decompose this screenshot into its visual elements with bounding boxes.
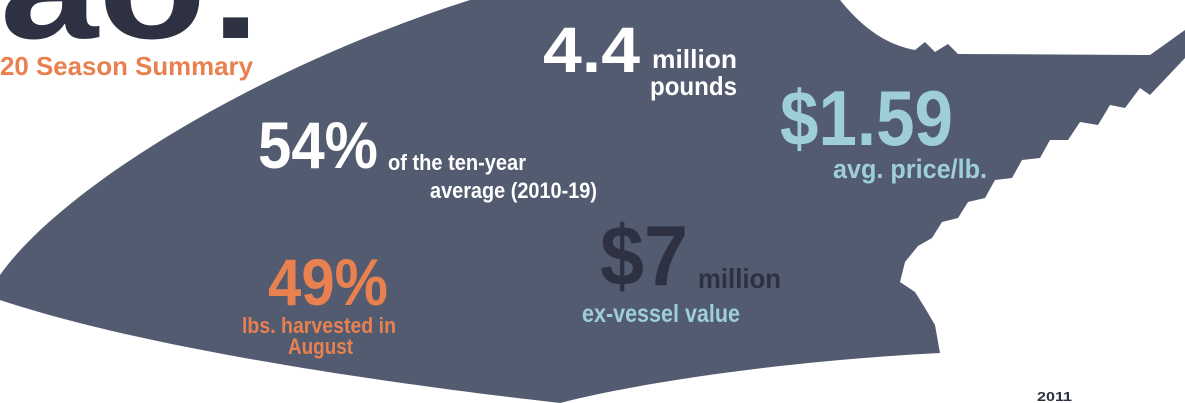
title: ao: [0,0,265,70]
white-cutout-jaw [900,58,1185,353]
year-label: 2011 [1037,389,1072,403]
white-cutout-top [840,0,1185,55]
stat-unit: ex-vessel value [582,300,740,328]
stat-value: 54% [258,108,378,182]
stat-unit: million [698,263,781,294]
stat-unit: million [652,44,737,74]
subtitle: 20 Season Summary [0,51,254,81]
stat-unit: of the ten-year [388,150,526,175]
stat-unit: avg. price/lb. [833,154,987,184]
stat-value: 4.4 [543,14,640,86]
stat-unit: August [288,334,354,359]
stat-value: $7 [600,209,688,304]
stat-value: 49% [268,245,388,319]
stat-unit: pounds [650,71,737,101]
stat-unit: average (2010-19) [430,178,597,203]
stat-unit: lbs. harvested in [242,313,396,338]
stat-value: $1.59 [780,74,953,162]
